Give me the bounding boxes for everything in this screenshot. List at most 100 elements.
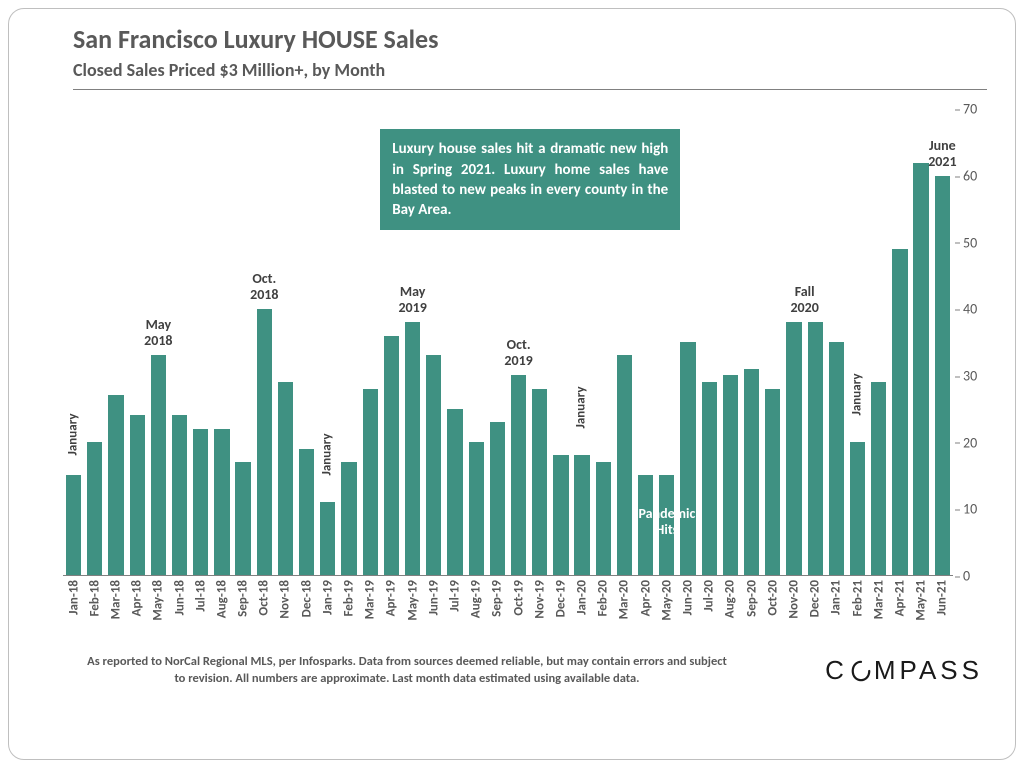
xlabel-slot: Aug-19 (466, 576, 487, 648)
bar-slot (338, 96, 359, 575)
x-tick-label: Dec-20 (808, 580, 823, 617)
footer: As reported to NorCal Regional MLS, per … (37, 654, 987, 688)
x-tick-label: Apr-18 (130, 580, 145, 616)
xlabel-slot: Mar-21 (868, 576, 889, 648)
bar (257, 309, 272, 575)
bar (511, 375, 526, 575)
xlabel-slot: Mar-20 (614, 576, 635, 648)
bar (320, 502, 335, 575)
bar-slot (868, 96, 889, 575)
bar (193, 429, 208, 575)
bar (172, 415, 187, 575)
x-tick-label: May-18 (151, 580, 166, 621)
bar (447, 409, 462, 575)
bar (786, 322, 801, 575)
annotation-oct19: Oct.2019 (504, 337, 532, 369)
bar (871, 382, 886, 575)
x-tick-label: Nov-19 (532, 580, 547, 619)
bar-slot (275, 96, 296, 575)
xlabel-slot: Aug-20 (720, 576, 741, 648)
xlabel-slot: Sep-20 (741, 576, 762, 648)
xlabel-slot: Nov-19 (529, 576, 550, 648)
x-tick-label: Jan-21 (829, 580, 844, 615)
bar-slot (805, 96, 826, 575)
xlabel-slot: Apr-20 (635, 576, 656, 648)
bar-slot (826, 96, 847, 575)
x-tick-label: Sep-20 (744, 580, 759, 617)
xlabel-slot: Nov-20 (783, 576, 804, 648)
xlabel-slot: May-19 (402, 576, 423, 648)
footnote: As reported to NorCal Regional MLS, per … (87, 654, 727, 688)
bar-slot (84, 96, 105, 575)
xlabel-slot: Dec-19 (550, 576, 571, 648)
callout-box: Luxury house sales hit a dramatic new hi… (380, 129, 680, 230)
bar (850, 442, 865, 575)
x-tick-label: Jan-20 (575, 580, 590, 615)
annotation-oct18: Oct.2018 (250, 271, 278, 303)
annotation-jan18: January (66, 414, 81, 456)
bar-slot (762, 96, 783, 575)
xlabel-slot: Jun-21 (932, 576, 953, 648)
bar (235, 462, 250, 575)
bar (108, 395, 123, 575)
bar (913, 163, 928, 575)
bar-slot (847, 96, 868, 575)
xlabel-slot: Feb-21 (847, 576, 868, 648)
x-tick-label: Jun-20 (681, 580, 696, 615)
x-tick-label: May-20 (659, 580, 674, 621)
y-tick-label: 30 (957, 368, 987, 385)
x-tick-label: Jun-18 (172, 580, 187, 615)
annotation-jan20: January (575, 387, 590, 429)
x-tick-label: Mar-21 (871, 580, 886, 619)
x-tick-label: Jul-19 (447, 580, 462, 612)
bar (151, 355, 166, 575)
xlabel-slot: Jun-18 (169, 576, 190, 648)
x-tick-label: Apr-19 (384, 580, 399, 616)
chart-frame: San Francisco Luxury HOUSE Sales Closed … (8, 8, 1016, 760)
x-tick-label: May-21 (914, 580, 929, 621)
x-tick-label: Feb-19 (342, 580, 357, 616)
bar (299, 449, 314, 575)
x-tick-label: Dec-18 (299, 580, 314, 617)
xlabel-slot: Jul-20 (699, 576, 720, 648)
bar (490, 422, 505, 575)
brand-o-icon (850, 660, 872, 682)
y-tick-label: 60 (957, 168, 987, 185)
xlabel-slot: Jan-20 (572, 576, 593, 648)
x-tick-label: Jul-18 (193, 580, 208, 612)
xlabel-slot: Jul-18 (190, 576, 211, 648)
bar-slot (190, 96, 211, 575)
bar (363, 389, 378, 575)
xlabel-slot: Mar-18 (105, 576, 126, 648)
x-tick-label: Feb-18 (87, 580, 102, 616)
x-tick-label: Oct-19 (511, 580, 526, 616)
x-tick-label: Mar-20 (617, 580, 632, 619)
y-tick-label: 70 (957, 101, 987, 118)
annotation-jan19: January (320, 433, 335, 475)
x-tick-label: Nov-18 (278, 580, 293, 619)
bar-slot (233, 96, 254, 575)
bar (87, 442, 102, 575)
x-tick-label: Mar-19 (363, 580, 378, 619)
xlabel-slot: Jun-19 (423, 576, 444, 648)
bar (553, 455, 568, 575)
xlabel-slot: Feb-19 (338, 576, 359, 648)
bar (935, 176, 950, 575)
title-rule (73, 89, 987, 90)
xlabel-slot: Oct-19 (508, 576, 529, 648)
x-tick-label: May-19 (405, 580, 420, 621)
annotation-jan21: January (850, 374, 865, 416)
bar (744, 369, 759, 575)
bar (892, 249, 907, 575)
bar-slot (105, 96, 126, 575)
x-tick-label: Jun-19 (426, 580, 441, 615)
xlabel-slot: Sep-18 (233, 576, 254, 648)
x-tick-label: Aug-18 (214, 580, 229, 618)
xlabel-slot: Nov-18 (275, 576, 296, 648)
x-tick-label: Sep-18 (236, 580, 251, 617)
bar-slot (211, 96, 232, 575)
bar-slot (63, 96, 84, 575)
y-tick-label: 20 (957, 434, 987, 451)
xlabel-slot: Apr-21 (889, 576, 910, 648)
bar (341, 462, 356, 575)
